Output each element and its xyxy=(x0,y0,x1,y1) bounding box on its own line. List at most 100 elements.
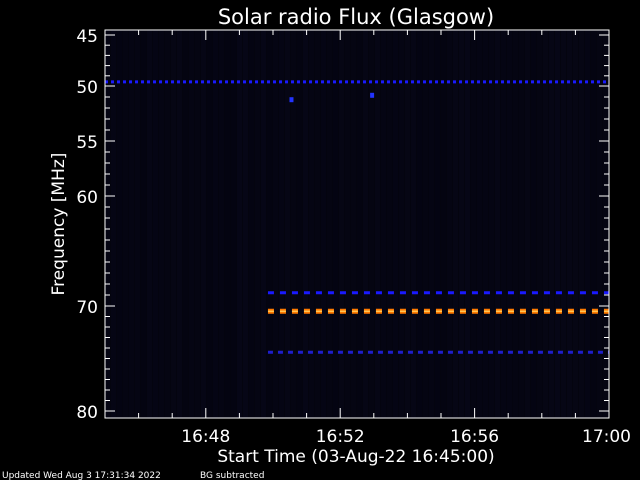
noise-column xyxy=(249,30,254,418)
noise-column xyxy=(195,30,200,418)
noise-column xyxy=(105,30,110,418)
noise-column xyxy=(165,30,170,418)
noise-column xyxy=(135,30,140,418)
noise-column xyxy=(531,30,536,418)
noise-column xyxy=(579,30,584,418)
plot-frame xyxy=(104,29,610,419)
noise-column xyxy=(225,30,230,418)
noise-column xyxy=(321,30,326,418)
noise-column xyxy=(537,30,542,418)
noise-column xyxy=(309,30,314,418)
noise-column xyxy=(483,30,488,418)
noise-column xyxy=(297,30,302,418)
noise-column xyxy=(201,30,206,418)
noise-column xyxy=(519,30,524,418)
chart-title: Solar radio Flux (Glasgow) xyxy=(218,5,494,29)
y-tick-label: 55 xyxy=(76,133,98,153)
noise-column xyxy=(597,30,602,418)
noise-column xyxy=(447,30,452,418)
noise-column xyxy=(435,30,440,418)
noise-column xyxy=(243,30,248,418)
noise-column xyxy=(561,30,566,418)
noise-column xyxy=(303,30,308,418)
noise-column xyxy=(507,30,512,418)
noise-column xyxy=(501,30,506,418)
noise-column xyxy=(567,30,572,418)
noise-column xyxy=(171,30,176,418)
noise-column xyxy=(279,30,284,418)
noise-column xyxy=(111,30,116,418)
y-tick-label: 60 xyxy=(76,188,98,208)
noise-column xyxy=(327,30,332,418)
updated-timestamp: Updated Wed Aug 3 17:31:34 2022 xyxy=(2,471,161,480)
noise-column xyxy=(339,30,344,418)
noise-column xyxy=(219,30,224,418)
noise-column xyxy=(555,30,560,418)
noise-column xyxy=(369,30,374,418)
noise-column xyxy=(291,30,296,418)
noise-column xyxy=(591,30,596,418)
emission-bands xyxy=(105,80,609,354)
noise-column xyxy=(603,30,608,418)
noise-column xyxy=(393,30,398,418)
noise-column xyxy=(423,30,428,418)
noise-column xyxy=(411,30,416,418)
noise-column xyxy=(123,30,128,418)
x-tick-label: 16:52 xyxy=(316,427,365,447)
noise-columns xyxy=(105,30,608,418)
noise-column xyxy=(513,30,518,418)
y-tick-label: 50 xyxy=(76,78,98,98)
noise-column xyxy=(585,30,590,418)
noise-column xyxy=(525,30,530,418)
noise-column xyxy=(459,30,464,418)
noise-column xyxy=(237,30,242,418)
noise-column xyxy=(429,30,434,418)
x-tick-label: 16:56 xyxy=(450,427,499,447)
noise-column xyxy=(441,30,446,418)
noise-column xyxy=(141,30,146,418)
noise-column xyxy=(333,30,338,418)
x-tick-label: 17:00 xyxy=(582,427,631,447)
y-tick-label: 80 xyxy=(76,403,98,423)
noise-column xyxy=(117,30,122,418)
noise-column xyxy=(417,30,422,418)
noise-column xyxy=(273,30,278,418)
plot-area xyxy=(105,30,609,418)
noise-column xyxy=(453,30,458,418)
noise-column xyxy=(285,30,290,418)
noise-column xyxy=(315,30,320,418)
y-axis-label: Frequency [MHz] xyxy=(49,153,69,296)
noise-column xyxy=(405,30,410,418)
noise-column xyxy=(543,30,548,418)
noise-column xyxy=(207,30,212,418)
x-axis-label: Start Time (03-Aug-22 16:45:00) xyxy=(217,447,494,467)
emission-spot xyxy=(370,92,375,98)
noise-column xyxy=(177,30,182,418)
noise-column xyxy=(477,30,482,418)
noise-column xyxy=(261,30,266,418)
noise-column xyxy=(363,30,368,418)
noise-column xyxy=(231,30,236,418)
noise-column xyxy=(147,30,152,418)
noise-column xyxy=(489,30,494,418)
noise-column xyxy=(159,30,164,418)
noise-column xyxy=(375,30,380,418)
noise-column xyxy=(267,30,272,418)
y-axis-ticks: 45 50 55 60 70 80 xyxy=(76,27,609,423)
noise-column xyxy=(399,30,404,418)
emission-spot xyxy=(289,97,294,103)
x-axis-ticks: 16:48 16:52 16:56 17:00 xyxy=(138,30,631,447)
noise-column xyxy=(183,30,188,418)
noise-column xyxy=(381,30,386,418)
noise-column xyxy=(495,30,500,418)
noise-column xyxy=(351,30,356,418)
noise-column xyxy=(189,30,194,418)
noise-column xyxy=(357,30,362,418)
y-tick-label: 45 xyxy=(76,27,98,47)
emission-spots xyxy=(289,92,375,103)
noise-column xyxy=(129,30,134,418)
noise-column xyxy=(255,30,260,418)
noise-column xyxy=(153,30,158,418)
